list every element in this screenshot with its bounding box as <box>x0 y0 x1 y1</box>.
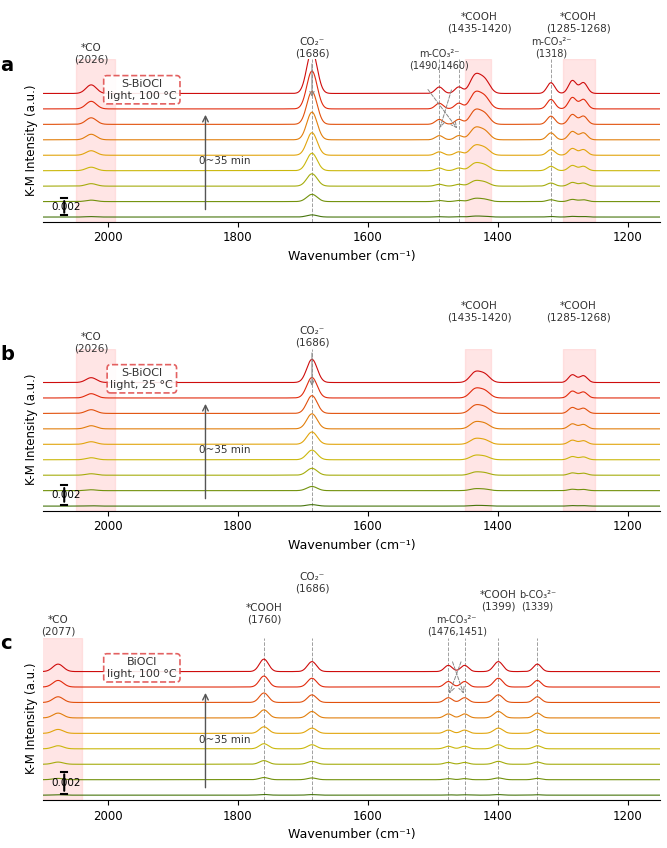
X-axis label: Wavenumber (cm⁻¹): Wavenumber (cm⁻¹) <box>287 539 416 552</box>
Bar <box>75 349 115 510</box>
Text: m-CO₃²⁻
(1490,1460): m-CO₃²⁻ (1490,1460) <box>410 49 469 70</box>
Text: c: c <box>0 634 11 653</box>
Text: 0.002: 0.002 <box>51 202 81 212</box>
Bar <box>466 59 491 221</box>
Y-axis label: K-M Intensity (a.u.): K-M Intensity (a.u.) <box>25 663 37 774</box>
Text: a: a <box>0 56 13 75</box>
Bar <box>563 349 595 510</box>
Text: 0.002: 0.002 <box>51 778 81 788</box>
Text: S-BiOCl
light, 25 °C: S-BiOCl light, 25 °C <box>111 368 173 389</box>
Text: *CO
(2026): *CO (2026) <box>74 332 108 354</box>
Text: *CO
(2077): *CO (2077) <box>41 615 75 637</box>
Text: 0~35 min: 0~35 min <box>199 156 251 166</box>
Bar <box>75 59 115 221</box>
Text: CO₂⁻
(1686): CO₂⁻ (1686) <box>295 326 329 385</box>
Text: b-CO₃²⁻
(1339): b-CO₃²⁻ (1339) <box>519 590 556 611</box>
X-axis label: Wavenumber (cm⁻¹): Wavenumber (cm⁻¹) <box>287 250 416 263</box>
Text: S-BiOCl
light, 100 °C: S-BiOCl light, 100 °C <box>107 79 177 101</box>
Text: *COOH
(1760): *COOH (1760) <box>245 603 282 624</box>
Bar <box>563 59 595 221</box>
Text: b: b <box>0 345 14 365</box>
Text: m-CO₃²⁻
(1318): m-CO₃²⁻ (1318) <box>531 36 571 59</box>
Y-axis label: K-M Intensity (a.u.): K-M Intensity (a.u.) <box>25 85 37 197</box>
Text: 0~35 min: 0~35 min <box>199 734 251 745</box>
Text: m-CO₃²⁻
(1476,1451): m-CO₃²⁻ (1476,1451) <box>427 615 487 637</box>
Bar <box>466 349 491 510</box>
Text: *COOH
(1399): *COOH (1399) <box>480 590 517 611</box>
Bar <box>37 638 82 800</box>
Text: BiOCl
light, 100 °C: BiOCl light, 100 °C <box>107 657 177 678</box>
Text: *COOH
(1285-1268): *COOH (1285-1268) <box>546 301 610 323</box>
Text: *COOH
(1435-1420): *COOH (1435-1420) <box>447 301 512 323</box>
Text: CO₂⁻
(1686): CO₂⁻ (1686) <box>295 36 329 96</box>
Text: *COOH
(1285-1268): *COOH (1285-1268) <box>546 12 610 34</box>
Y-axis label: K-M Intensity (a.u.): K-M Intensity (a.u.) <box>25 374 37 485</box>
Text: *CO
(2026): *CO (2026) <box>74 43 108 64</box>
Text: 0.002: 0.002 <box>51 490 81 499</box>
X-axis label: Wavenumber (cm⁻¹): Wavenumber (cm⁻¹) <box>287 828 416 841</box>
Text: CO₂⁻
(1686): CO₂⁻ (1686) <box>295 572 329 594</box>
Text: *COOH
(1435-1420): *COOH (1435-1420) <box>447 12 512 34</box>
Text: 0~35 min: 0~35 min <box>199 445 251 455</box>
